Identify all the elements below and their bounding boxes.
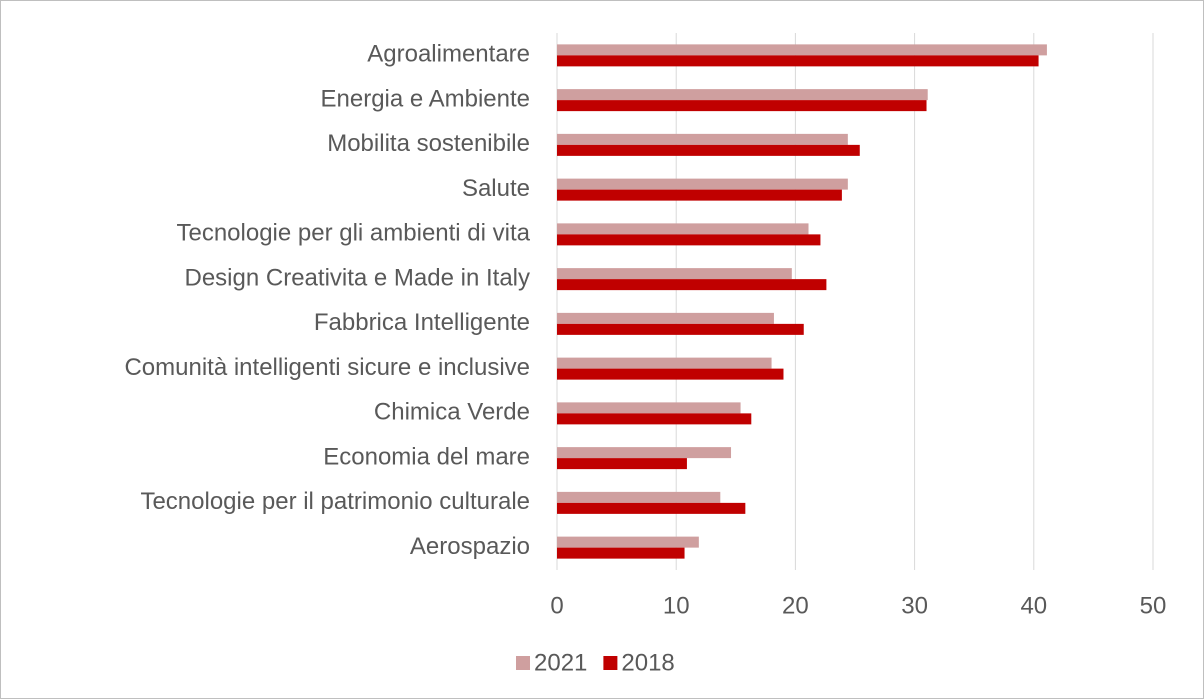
bar — [557, 268, 792, 280]
bar — [557, 144, 860, 156]
y-tick-label: Economia del mare — [323, 443, 530, 470]
y-tick-label: Agroalimentare — [367, 41, 530, 68]
y-tick-label: Design Creativita e Made in Italy — [185, 264, 531, 291]
legend-label: 2018 — [621, 649, 674, 676]
bar — [557, 447, 732, 459]
bar — [557, 44, 1047, 56]
bar — [557, 55, 1039, 67]
x-tick-label: 40 — [1020, 592, 1047, 619]
y-tick-label: Mobilita sostenibile — [327, 130, 530, 157]
x-tick-label: 20 — [782, 592, 809, 619]
bar — [557, 133, 848, 145]
x-tick-label: 30 — [901, 592, 928, 619]
legend-label: 2021 — [534, 649, 587, 676]
bar — [557, 402, 741, 414]
bar — [557, 368, 784, 380]
y-tick-label: Tecnologie per gli ambienti di vita — [176, 220, 530, 247]
bar — [557, 536, 699, 548]
bar — [557, 234, 821, 246]
y-tick-label: Aerospazio — [410, 533, 530, 560]
x-tick-label: 10 — [663, 592, 690, 619]
bar — [557, 223, 809, 235]
bar — [557, 89, 928, 101]
legend-swatch — [516, 656, 530, 670]
bar — [557, 189, 842, 201]
bar — [557, 458, 687, 470]
bar — [557, 491, 721, 503]
y-tick-label: Tecnologie per il patrimonio culturale — [140, 488, 530, 515]
bar — [557, 323, 804, 335]
bar — [557, 178, 848, 190]
bar — [557, 100, 927, 112]
y-tick-label: Energia e Ambiente — [321, 85, 530, 112]
bar — [557, 502, 746, 514]
legend-swatch — [603, 656, 618, 670]
bar — [557, 357, 772, 369]
bar — [557, 547, 685, 559]
y-tick-label: Fabbrica Intelligente — [314, 309, 530, 336]
y-tick-label: Chimica Verde — [374, 399, 530, 426]
x-tick-label: 50 — [1140, 592, 1167, 619]
bar — [557, 312, 774, 324]
bar — [557, 413, 752, 425]
y-tick-label: Comunità intelligenti sicure e inclusive — [124, 354, 530, 381]
x-tick-label: 0 — [550, 592, 563, 619]
bar — [557, 279, 827, 291]
y-tick-label: Salute — [462, 175, 530, 202]
